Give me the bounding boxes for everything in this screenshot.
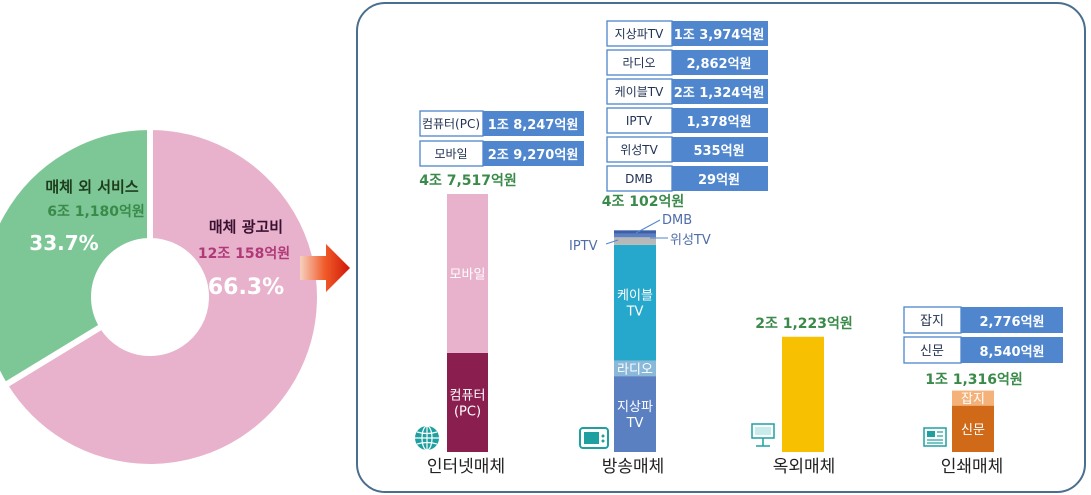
slice-amount-services: 6조 1,180억원	[47, 204, 145, 220]
table-name-radio: 라디오	[622, 56, 655, 70]
table-value-iptv: 1,378억원	[686, 115, 751, 130]
donut-slice-media	[0, 123, 323, 470]
bar-segment-internet-1	[447, 194, 488, 353]
print-value-table: 잡지 2,776억원 신문 8,540억원	[903, 306, 1063, 364]
bar-segment-broadcast-1	[614, 360, 656, 377]
tv-icon	[579, 427, 609, 449]
bar-segment-print-0	[952, 405, 994, 452]
total-print: 1조 1,316억원	[925, 372, 1023, 388]
broadcast-callouts	[605, 219, 668, 245]
slice-name-media: 매체 광고비	[209, 218, 283, 236]
internet-value-table: 컴퓨터(PC) 1조 8,247억원 모바일 2조 9,270억원	[419, 110, 584, 167]
bar-label-internet-1: 모바일	[450, 267, 486, 282]
bar-label-broadcast-2-0: 케이블	[617, 289, 653, 304]
total-internet: 4조 7,517억원	[419, 173, 517, 189]
table-name-magazine: 잡지	[920, 314, 944, 329]
bar-label-print-1: 잡지	[961, 392, 985, 407]
bar-segment-outdoor-0	[782, 336, 824, 452]
bar-label-broadcast-2-1: TV	[626, 305, 644, 320]
bar-segment-internet-0	[447, 352, 488, 452]
bar-segment-broadcast-2	[614, 244, 656, 361]
donut-labels: 매체 외 서비스 6조 1,180억원 33.7% 매체 광고비 12조 158…	[29, 178, 290, 300]
bar-label-broadcast-0-0: 지상파	[617, 400, 653, 415]
table-value-magazine: 2,776억원	[979, 315, 1044, 330]
slice-percent-media: 66.3%	[208, 275, 284, 300]
table-value-pc: 1조 8,247억원	[488, 118, 579, 133]
bar-segment-print-1	[952, 390, 994, 406]
slice-amount-media: 12조 158억원	[198, 246, 290, 262]
table-value-cable: 2조 1,324억원	[674, 86, 765, 101]
newspaper-icon	[923, 427, 947, 447]
table-name-mobile: 모바일	[434, 147, 467, 161]
donut-slice-services	[0, 123, 153, 390]
bar-label-broadcast-0-1: TV	[626, 416, 644, 431]
table-value-dmb: 29억원	[698, 173, 740, 188]
total-broadcast: 4조 102억원	[602, 194, 684, 210]
bar-segment-broadcast-4	[614, 233, 656, 238]
globe-icon	[415, 425, 439, 451]
table-value-newspaper: 8,540억원	[979, 345, 1044, 360]
table-value-satellite: 535억원	[693, 144, 744, 159]
callout-satellite: 위성TV	[670, 233, 711, 248]
bar-segment-broadcast-0	[614, 376, 656, 452]
table-value-radio: 2,862억원	[686, 57, 751, 72]
bar-label-internet-0-1: (PC)	[454, 404, 481, 419]
bar-label-broadcast-1: 라디오	[617, 362, 653, 377]
table-name-cable: 케이블TV	[615, 85, 664, 99]
category-label-outdoor: 옥외매체	[773, 457, 836, 477]
table-name-dmb: DMB	[625, 172, 653, 186]
billboard-icon	[751, 423, 775, 447]
table-name-satellite: 위성TV	[620, 143, 658, 157]
category-label-print: 인쇄매체	[941, 457, 1004, 477]
callout-dmb: DMB	[662, 213, 692, 228]
table-name-pc: 컴퓨터(PC)	[422, 117, 480, 131]
slice-percent-services: 33.7%	[29, 231, 98, 255]
total-outdoor: 2조 1,223억원	[755, 316, 853, 332]
table-value-terrestrial: 1조 3,974억원	[674, 28, 765, 43]
donut-chart	[0, 123, 323, 470]
category-label-internet: 인터넷매체	[427, 457, 505, 477]
table-name-iptv: IPTV	[626, 114, 653, 128]
bar-segment-broadcast-5	[614, 230, 656, 234]
bar-label-print-0: 신문	[961, 423, 985, 438]
table-value-mobile: 2조 9,270억원	[488, 148, 579, 163]
slice-name-services: 매체 외 서비스	[45, 178, 138, 196]
bar-label-internet-0-0: 컴퓨터	[450, 388, 486, 403]
table-name-terrestrial: 지상파TV	[615, 27, 664, 41]
callout-iptv: IPTV	[569, 239, 598, 254]
arrow-icon	[300, 244, 350, 292]
table-name-newspaper: 신문	[920, 344, 944, 359]
bar-segment-broadcast-3	[614, 237, 656, 245]
category-label-broadcast: 방송매체	[602, 457, 665, 477]
